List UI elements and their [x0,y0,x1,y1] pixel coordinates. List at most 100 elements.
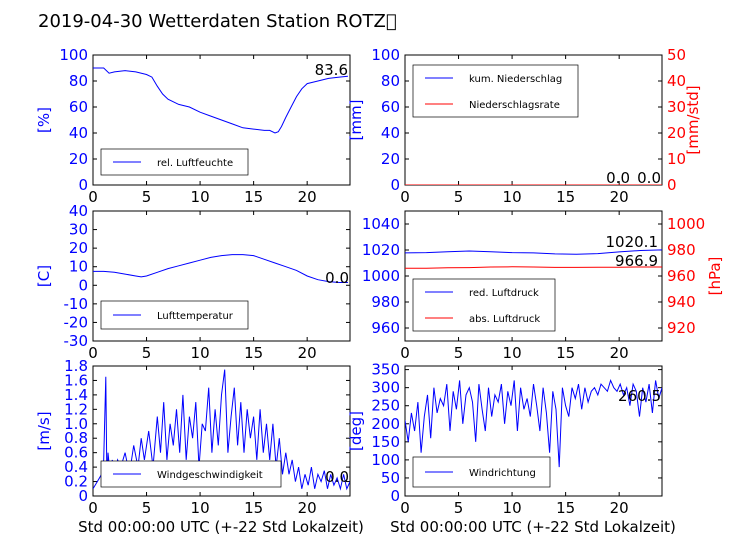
y-tick-label: 0 [78,176,88,194]
y-tick-label-right: 30 [667,98,686,116]
y-tick-label-right: 20 [667,124,686,142]
y-axis-label: [deg] [347,411,365,451]
current-value-label: 0.0 [606,169,630,187]
panel-4: 0 5 10 15 20 00.20.40.60.81.01.21.41.61.8 [m/s… [35,357,351,517]
plot-frame [92,210,351,342]
series-line-0 [405,378,662,468]
y-tick-label: 1000 [362,267,400,285]
y-tick-label-right: 980 [667,241,696,259]
y-tick-label: 20 [381,150,400,168]
y-tick-label: 1020 [362,241,400,259]
y-tick-label: -10 [64,295,89,313]
y-tick-label-right: 1000 [667,215,705,233]
x-tick-label: 5 [454,499,464,517]
y-tick-label-right: 10 [667,150,686,168]
x-tick-label: 0 [400,499,410,517]
y-tick-label-right: 920 [667,319,696,337]
y-tick-label: -30 [64,332,89,350]
x-tick-label: 20 [610,188,629,206]
x-tick-label: 20 [610,499,629,517]
panel-5: 0 5 10 15 20050100150200250300350[deg]Windri… [347,361,663,517]
y-tick-label: 0.4 [64,458,88,476]
y-tick-label: 60 [381,98,400,116]
y-tick-label: 1.8 [64,357,88,375]
legend-label: abs. Luftdruck [469,314,540,325]
y-tick-label: 1.0 [64,415,88,433]
y-tick-label: 20 [69,150,88,168]
current-value-label: 0.0 [325,269,349,287]
y-tick-label: 80 [381,72,400,90]
y-tick-label: 960 [371,319,400,337]
y-tick-label: 1.6 [64,371,88,389]
y-tick-label: 60 [69,98,88,116]
y-tick-label: 100 [371,46,400,64]
x-tick-label: 0 [88,188,98,206]
x-tick-label: 10 [503,344,522,362]
x-tick-label: 5 [454,188,464,206]
x-tick-label: 5 [142,344,152,362]
x-tick-label: 20 [298,188,317,206]
x-tick-label: 10 [503,499,522,517]
series-line-0 [93,254,348,283]
x-tick-label: 15 [244,188,263,206]
y-tick-label: 40 [69,202,88,220]
y-tick-label: 20 [69,239,88,257]
legend-label: Niederschlagsrate [469,100,560,111]
y-axis-label-right: [mm/std] [684,85,702,154]
current-value-label: 83.6 [315,61,348,79]
y-tick-label: 80 [69,72,88,90]
y-tick-label: 100 [371,451,400,469]
current-value-label: 0.0 [637,169,661,187]
y-tick-label: 980 [371,293,400,311]
legend-box [412,64,579,118]
current-value-label: 260.5 [618,387,661,405]
x-tick-label: 20 [298,499,317,517]
current-value-label: 0.0 [325,468,349,486]
series-line-0 [93,67,348,134]
y-tick-label: 1.2 [64,400,88,418]
y-axis-label-right: [hPa] [706,257,724,296]
x-tick-label: 20 [298,344,317,362]
y-tick-label: 0 [78,276,88,294]
y-tick-label: 300 [371,379,400,397]
series-line-0 [405,249,662,255]
x-tick-label: 10 [191,188,210,206]
y-tick-label: 0 [78,487,88,505]
y-tick-label: 50 [381,469,400,487]
y-tick-label: 40 [381,124,400,142]
x-axis-label-right: Std 00:00:00 UTC (+-22 Std Lokalzeit) [390,518,676,536]
y-tick-label-right: 40 [667,72,686,90]
y-axis-label: [C] [35,265,53,287]
current-value-label: 1020.1 [606,233,659,251]
panel-2: 0 5 10 15 20-30-20-10010203040[C]Lufttempera… [35,202,351,362]
y-axis-label: [m/s] [35,411,53,450]
y-tick-label-right: 0 [667,176,677,194]
y-tick-label: 0.2 [64,473,88,491]
y-tick-label: 30 [69,221,88,239]
figure-title: 2019-04-30 Wetterdaten Station ROTZ  [38,11,397,32]
y-tick-label: -20 [64,313,89,331]
y-tick-label: 150 [371,433,400,451]
y-tick-label: 0 [390,487,400,505]
y-tick-label: 0 [390,176,400,194]
legend-label: kum. Niederschlag [469,74,562,85]
x-tick-label: 15 [556,344,575,362]
x-tick-label: 15 [556,188,575,206]
panel-1: 0 5 10 15 20 0 20 40 60 80 100 0 10 20 30 40 50 [mm] [mm/s… [347,46,702,206]
x-tick-label: 5 [454,344,464,362]
x-tick-label: 0 [88,499,98,517]
y-axis-label: [mm] [347,100,365,141]
legend-label: Windgeschwindigkeit [157,470,263,481]
y-tick-label: 40 [69,124,88,142]
plot-frame [404,365,663,497]
y-tick-label-right: 940 [667,293,696,311]
x-tick-label: 20 [610,344,629,362]
panel-3: 0 5 10 15 20 960 980 1000 1020 1040 920 940 960 980 10… [362,210,724,362]
legend-label: rel. Luftfeuchte [157,158,233,169]
plot-frame [92,365,351,497]
legend-box [412,278,556,332]
legend-label: Lufttemperatur [157,311,234,322]
series-line-1 [405,266,662,269]
legend-label: red. Luftdruck [469,288,539,299]
current-value-label: 966.9 [615,252,658,270]
